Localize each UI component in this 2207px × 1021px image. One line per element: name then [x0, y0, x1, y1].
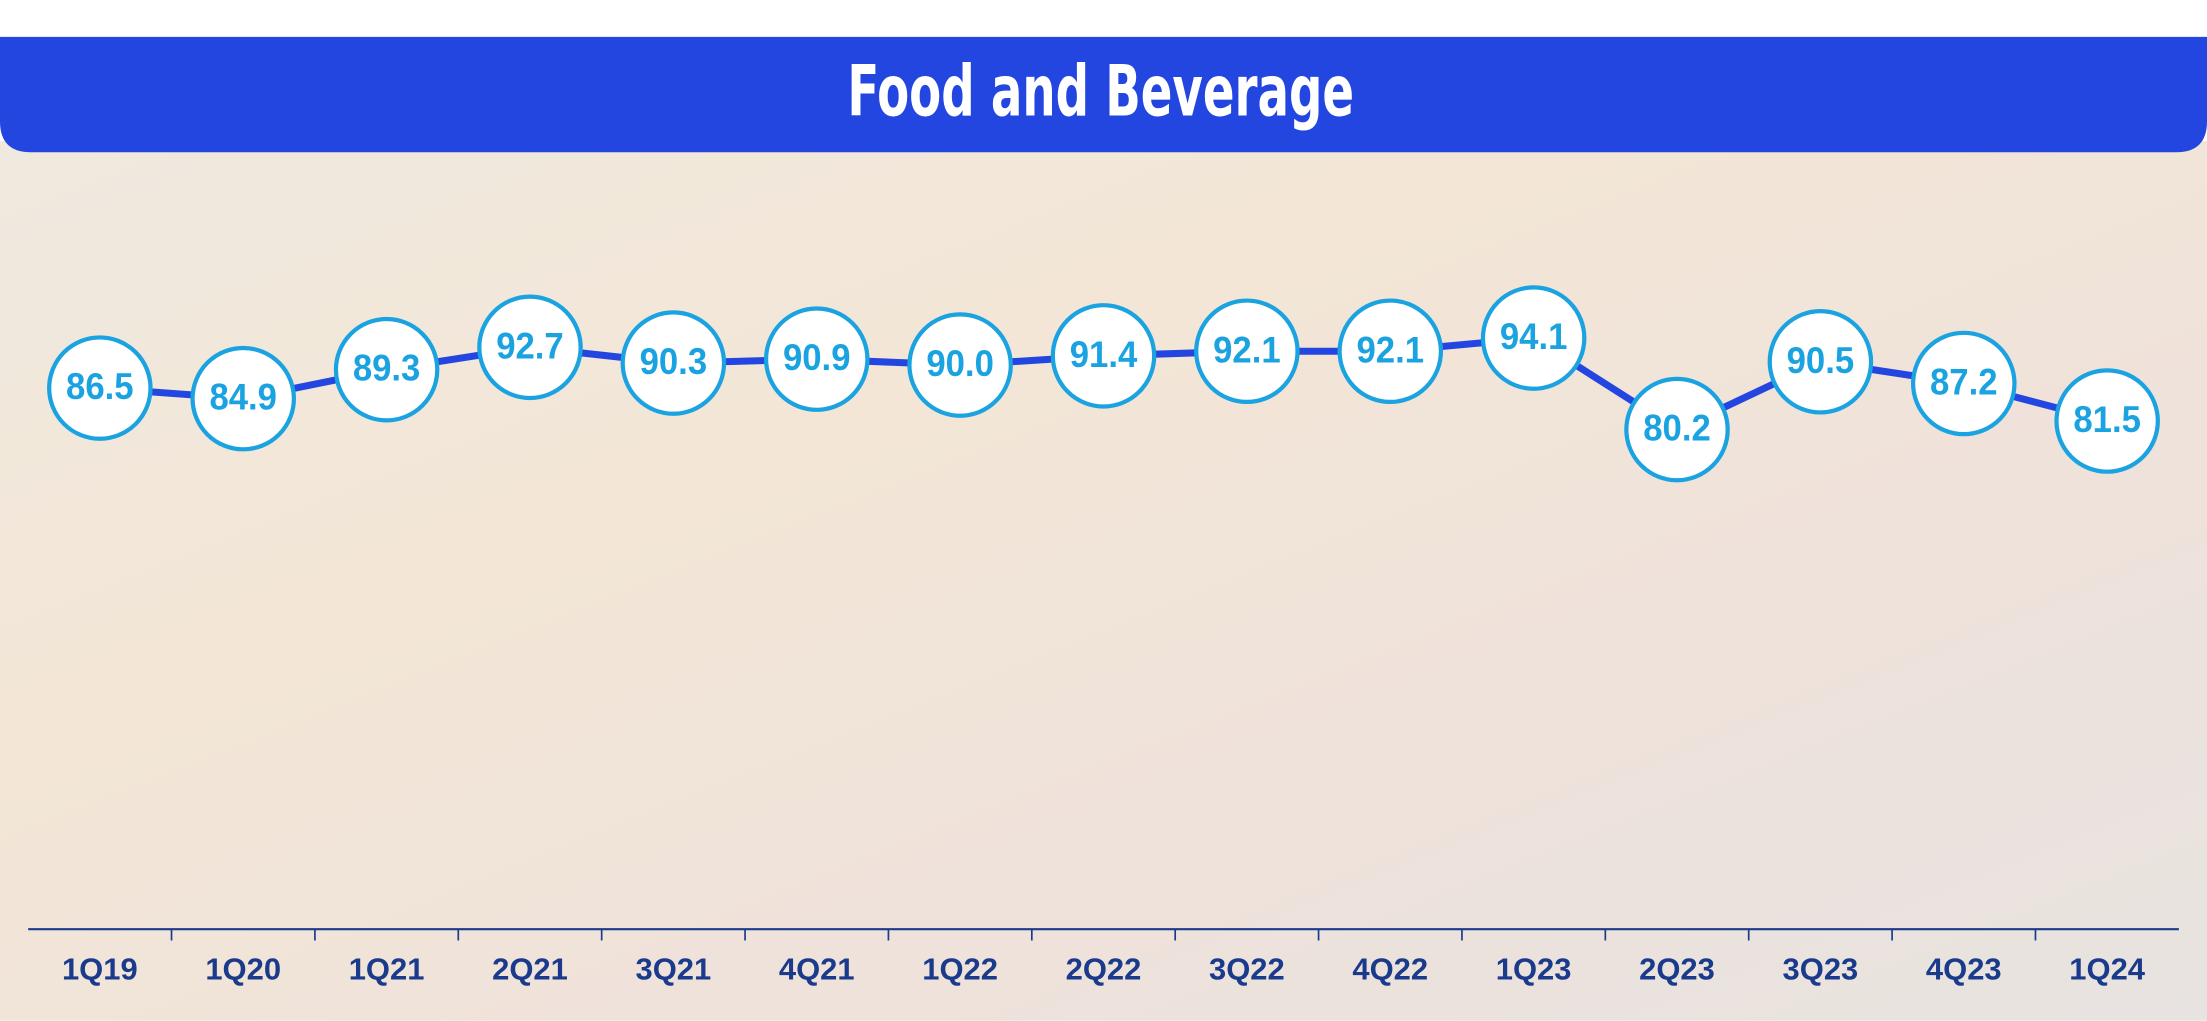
x-tick-label: 2Q23	[1639, 952, 1715, 987]
data-label: 84.9	[209, 377, 277, 418]
data-label: 80.2	[1643, 408, 1711, 449]
data-label: 90.3	[640, 341, 708, 382]
data-label: 90.5	[1787, 340, 1855, 381]
x-tick-label: 1Q20	[205, 952, 281, 987]
data-marker	[1480, 285, 1587, 391]
data-label: 86.5	[66, 366, 134, 407]
data-label: 87.2	[1930, 362, 1998, 403]
data-label: 81.5	[2073, 399, 2141, 440]
x-tick-label: 4Q21	[779, 952, 855, 987]
data-label: 90.9	[783, 337, 851, 378]
x-tick-label: 1Q23	[1496, 952, 1572, 987]
x-tick-label: 3Q22	[1209, 952, 1285, 987]
title-banner	[0, 36, 2207, 153]
x-tick-label: 4Q22	[1352, 952, 1428, 987]
data-marker	[333, 316, 440, 423]
data-label: 92.1	[1356, 329, 1424, 370]
photo-background	[0, 141, 2207, 1021]
data-label: 91.4	[1070, 334, 1138, 375]
data-marker	[763, 306, 870, 412]
data-marker	[47, 335, 153, 441]
x-tick-label: 1Q19	[62, 952, 138, 987]
data-marker	[1050, 303, 1157, 409]
data-label: 90.0	[926, 343, 994, 384]
data-label: 92.1	[1213, 329, 1281, 370]
data-label: 92.7	[496, 325, 564, 366]
x-tick-label: 4Q23	[1926, 952, 2002, 987]
chart-title: Food and Beverage	[847, 51, 1354, 133]
data-label: 89.3	[353, 348, 421, 389]
x-tick-label: 2Q21	[492, 952, 568, 987]
data-marker	[1624, 376, 1730, 483]
data-marker	[1910, 330, 2017, 437]
data-marker	[190, 345, 297, 452]
data-marker	[477, 294, 583, 401]
x-tick-label: 3Q21	[635, 952, 711, 987]
data-label: 94.1	[1500, 316, 1568, 357]
data-marker	[1337, 298, 1444, 405]
data-marker	[907, 312, 1013, 418]
data-marker	[1194, 298, 1300, 405]
x-tick-label: 1Q21	[349, 952, 425, 987]
data-marker	[1767, 308, 1874, 415]
x-tick-label: 2Q22	[1066, 952, 1142, 987]
data-marker	[620, 310, 727, 416]
x-tick-label: 1Q24	[2069, 952, 2146, 987]
data-marker	[2054, 368, 2160, 474]
x-tick-label: 3Q23	[1783, 952, 1859, 987]
x-tick-label: 1Q22	[922, 952, 998, 987]
